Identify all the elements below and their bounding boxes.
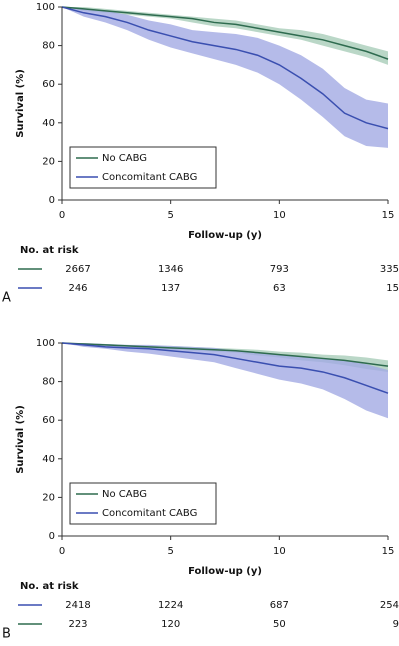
risk-count: 793: [270, 264, 289, 275]
risk-count: 2418: [65, 600, 90, 611]
y-tick-label: 80: [42, 377, 55, 388]
confidence-band: [62, 7, 388, 148]
confidence-band: [62, 7, 388, 65]
confidence-band: [62, 343, 388, 372]
y-tick-label: 40: [42, 454, 55, 465]
x-tick-label: 0: [59, 546, 65, 557]
panel-label: A: [2, 291, 11, 306]
x-tick-label: 10: [273, 210, 286, 221]
risk-count: 63: [273, 283, 286, 294]
y-tick-label: 20: [42, 492, 55, 503]
y-tick-label: 60: [42, 79, 55, 90]
y-tick-label: 100: [36, 2, 55, 13]
risk-count: 687: [270, 600, 289, 611]
panel-label: B: [2, 627, 11, 642]
x-axis-label: Follow-up (y): [188, 566, 262, 577]
risk-count: 254: [380, 600, 399, 611]
legend-label: Concomitant CABG: [102, 172, 197, 183]
x-tick-label: 0: [59, 210, 65, 221]
survival-line: [61, 6, 389, 60]
risk-count: 2667: [65, 264, 90, 275]
y-tick-label: 60: [42, 415, 55, 426]
legend-label: Concomitant CABG: [102, 508, 197, 519]
legend-label: No CABG: [102, 489, 147, 500]
risk-count: 120: [161, 619, 180, 630]
risk-count: 15: [386, 283, 399, 294]
risk-count: 137: [161, 283, 180, 294]
confidence-band: [62, 343, 388, 419]
risk-count: 246: [68, 283, 87, 294]
risk-count: 1224: [158, 600, 183, 611]
risk-count: 1346: [158, 264, 183, 275]
risk-table-title: No. at risk: [20, 245, 79, 256]
y-tick-label: 20: [42, 156, 55, 167]
x-tick-label: 15: [382, 210, 395, 221]
y-tick-label: 100: [36, 338, 55, 349]
risk-table-title: No. at risk: [20, 581, 79, 592]
survival-line: [61, 342, 389, 394]
legend-box: [69, 146, 217, 189]
legend-box: [69, 482, 217, 525]
survival-line: [61, 6, 389, 130]
y-tick-label: 40: [42, 118, 55, 129]
risk-count: 9: [393, 619, 399, 630]
risk-count: 50: [273, 619, 286, 630]
y-tick-label: 0: [49, 531, 55, 542]
y-tick-label: 80: [42, 41, 55, 52]
y-axis-label: Survival (%): [15, 69, 26, 138]
x-tick-label: 15: [382, 546, 395, 557]
legend-label: No CABG: [102, 153, 147, 164]
y-tick-label: 0: [49, 195, 55, 206]
x-tick-label: 5: [167, 546, 173, 557]
risk-count: 223: [68, 619, 87, 630]
risk-count: 335: [380, 264, 399, 275]
y-axis-label: Survival (%): [15, 405, 26, 474]
survival-line: [61, 342, 389, 367]
x-tick-label: 5: [167, 210, 173, 221]
x-tick-label: 10: [273, 546, 286, 557]
x-axis-label: Follow-up (y): [188, 230, 262, 241]
